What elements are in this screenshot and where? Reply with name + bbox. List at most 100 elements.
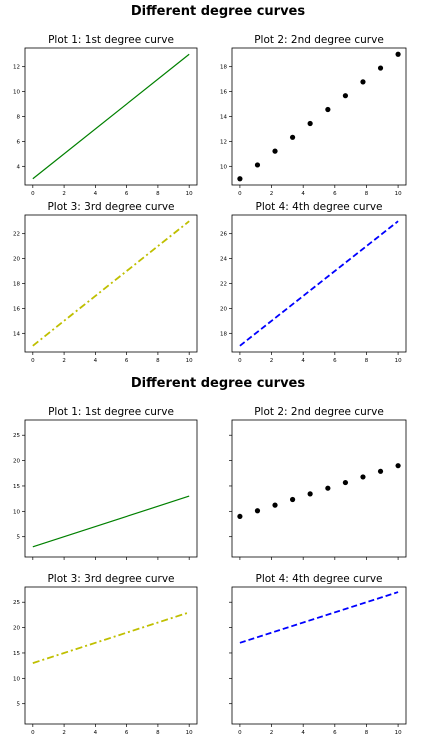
axes-frame: [24, 419, 198, 558]
y-tick-label: 16: [220, 90, 227, 96]
y-tick-label: 18: [220, 331, 227, 337]
y-tick-label: 8: [17, 115, 21, 121]
y-tick-label: 10: [13, 509, 20, 515]
subplot-5: Plot 1: 1st degree curve 5 10 15 20 25: [13, 406, 198, 560]
x-tick-label: 6: [125, 358, 129, 364]
x-tick-label: 0: [31, 191, 35, 197]
x-tick-label: 4: [94, 730, 98, 736]
y-tick-label: 25: [13, 600, 20, 606]
x-tick-label: 2: [62, 191, 66, 197]
y-tick-label: 4: [17, 164, 21, 170]
y-tick-label: 18: [13, 282, 20, 288]
series-line: [239, 591, 399, 644]
data-point: [272, 502, 278, 508]
x-tick-label: 6: [125, 191, 129, 197]
figure-1-suptitle: Different degree curves: [130, 4, 306, 19]
x-tick-label: 10: [395, 730, 402, 736]
y-tick-label: 5: [17, 535, 21, 541]
subplot-1: Plot 1: 1st degree curve 0 2 4 6 8 10 4 6 8 10 12: [13, 34, 198, 197]
y-tick-label: 5: [17, 702, 21, 708]
y-tick-label: 14: [220, 115, 227, 121]
x-tick-label: 4: [94, 358, 98, 364]
data-point: [289, 496, 296, 503]
x-tick-label: 10: [186, 358, 193, 364]
data-point: [395, 463, 401, 469]
x-tick-label: 6: [333, 191, 337, 197]
subplot-6: Plot 2: 2nd degree curve: [229, 406, 407, 560]
series-line: [32, 220, 190, 347]
y-tick-label: 10: [13, 90, 20, 96]
data-point: [360, 474, 366, 480]
x-tick-label: 8: [365, 358, 369, 364]
y-tick-label: 12: [13, 65, 20, 71]
y-tick-label: 20: [13, 257, 20, 263]
y-tick-label: 22: [13, 232, 20, 238]
subplot-title: Plot 4: 4th degree curve: [255, 573, 382, 585]
x-tick-label: 6: [333, 730, 337, 736]
x-tick-label: 2: [270, 191, 274, 197]
axes-frame: [231, 586, 407, 725]
x-tick-label: 2: [270, 358, 274, 364]
data-point: [254, 508, 261, 514]
y-tick-label: 10: [220, 164, 227, 170]
y-tick-label: 20: [220, 306, 227, 312]
x-tick-label: 4: [301, 730, 305, 736]
subplot-title: Plot 1: 1st degree curve: [48, 406, 174, 418]
x-tick-label: 0: [31, 730, 35, 736]
y-tick-label: 18: [220, 65, 227, 71]
axes-frame: [231, 419, 407, 558]
y-tick-label: 25: [13, 433, 20, 439]
x-tick-label: 10: [395, 358, 402, 364]
x-tick-label: 10: [186, 191, 193, 197]
y-tick-label: 14: [13, 331, 20, 337]
data-point: [325, 106, 331, 113]
data-point: [360, 79, 366, 85]
x-tick-label: 8: [365, 191, 369, 197]
y-tick-label: 12: [220, 139, 227, 145]
x-tick-label: 10: [186, 730, 193, 736]
x-tick-label: 2: [62, 358, 66, 364]
subplot-title: Plot 1: 1st degree curve: [48, 34, 174, 46]
y-tick-label: 6: [17, 139, 21, 145]
x-tick-label: 8: [365, 730, 369, 736]
subplot-title: Plot 4: 4th degree curve: [255, 201, 382, 213]
x-tick-label: 2: [270, 730, 274, 736]
x-tick-label: 4: [301, 191, 305, 197]
x-tick-label: 4: [301, 358, 305, 364]
data-point: [395, 51, 401, 57]
y-tick-label: 15: [13, 484, 20, 490]
x-tick-label: 0: [238, 730, 242, 736]
series-line: [32, 611, 190, 664]
series-line: [32, 53, 190, 180]
subplot-title: Plot 3: 3rd degree curve: [47, 201, 174, 213]
data-point: [307, 491, 313, 497]
y-tick-label: 26: [220, 232, 227, 238]
data-point: [307, 120, 313, 127]
y-tick-label: 22: [220, 282, 227, 288]
x-tick-label: 8: [156, 191, 160, 197]
data-point: [272, 148, 278, 154]
series-line: [32, 495, 190, 548]
x-tick-label: 4: [94, 191, 98, 197]
subplot-3: Plot 3: 3rd degree curve 0 2 4 6 8 10 14 16 18 20 2…: [13, 201, 198, 364]
subplot-title: Plot 2: 2nd degree curve: [254, 34, 384, 46]
data-point: [254, 162, 261, 168]
x-tick-label: 0: [31, 358, 35, 364]
subplot-7: Plot 3: 3rd degree curve 0 2 4 6 8 10 5 10 15 20 25: [13, 573, 198, 736]
x-tick-label: 10: [395, 191, 402, 197]
y-tick-label: 16: [13, 306, 20, 312]
figure-2-suptitle: Different degree curves: [130, 376, 306, 391]
x-tick-label: 6: [333, 358, 337, 364]
data-point: [289, 134, 296, 140]
y-tick-label: 20: [13, 459, 20, 465]
data-point: [342, 93, 349, 99]
x-tick-label: 2: [62, 730, 66, 736]
subplot-2: Plot 2: 2nd degree curve 0 2 4 6 8 10 10 12 14 16 1…: [220, 34, 407, 197]
subplot-title: Plot 3: 3rd degree curve: [47, 573, 174, 585]
data-point: [325, 485, 331, 491]
axes-frame: [24, 586, 198, 725]
x-tick-label: 6: [125, 730, 129, 736]
data-point: [237, 176, 243, 182]
